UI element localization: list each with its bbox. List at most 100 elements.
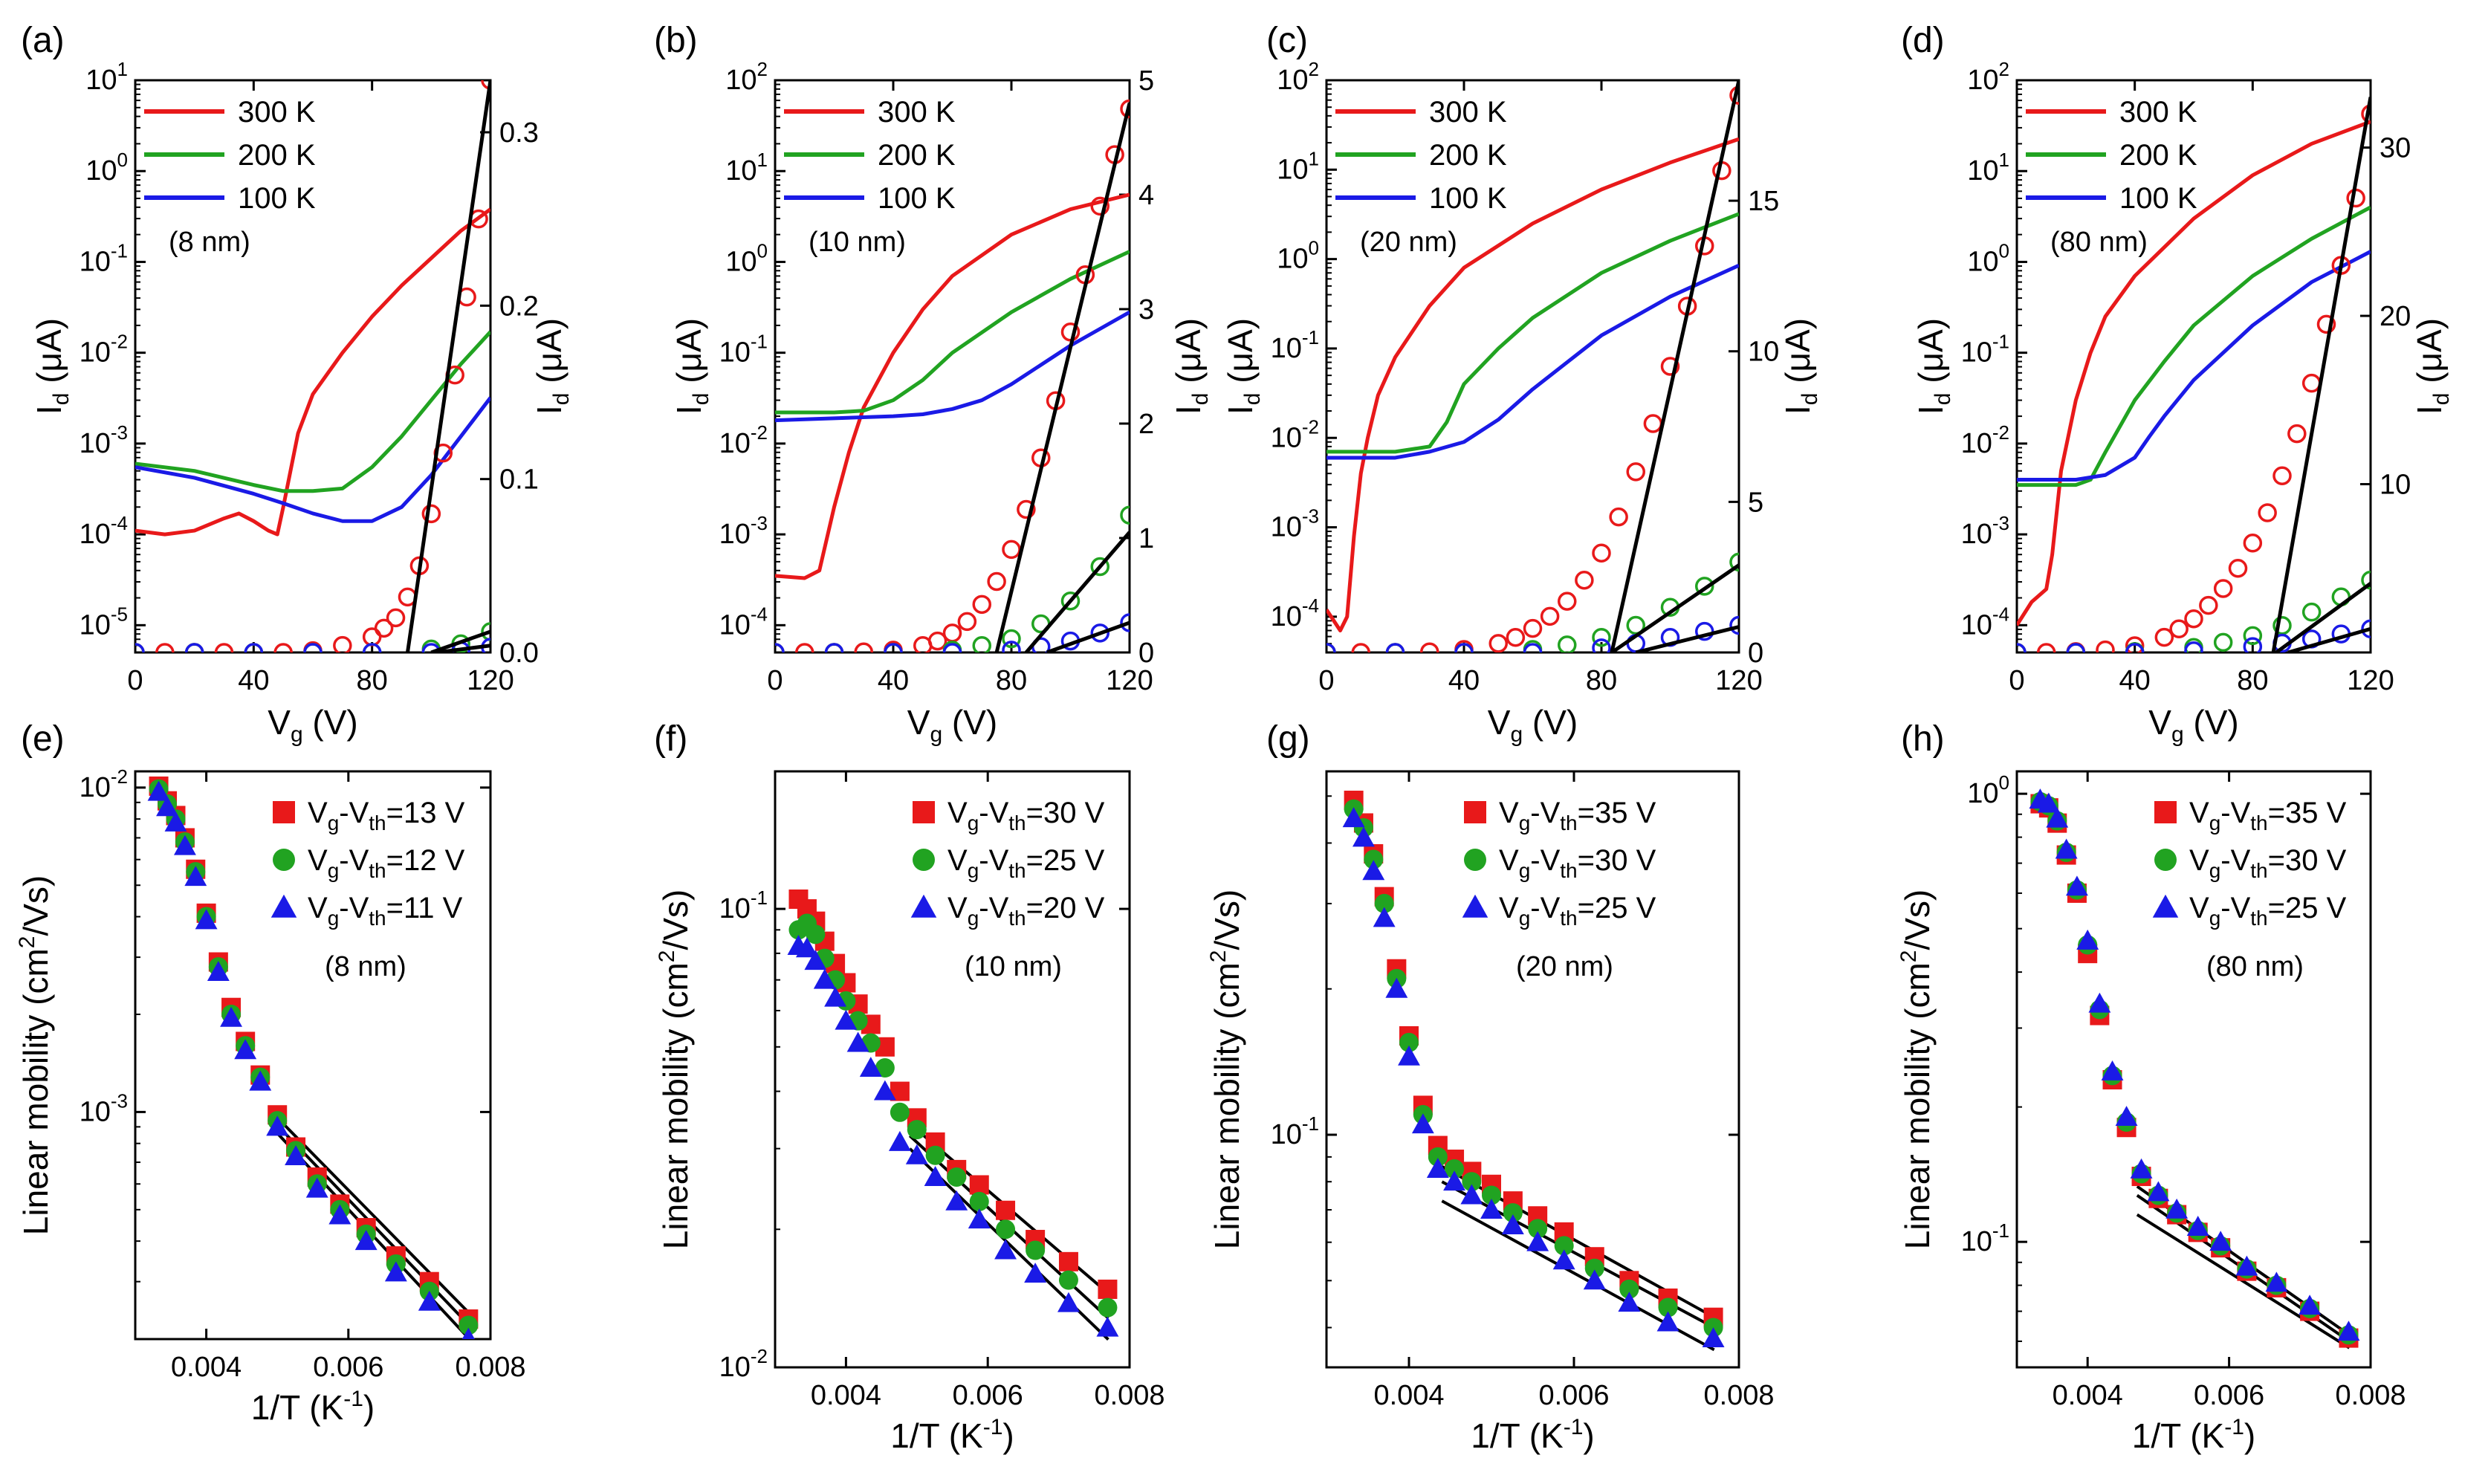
y2-tick-label: 15 xyxy=(1748,186,1779,217)
linear-data-point xyxy=(1660,357,1680,376)
data-point-triangle xyxy=(1096,1316,1119,1337)
linear-data-point xyxy=(2154,627,2174,647)
panel-tag: (a) xyxy=(21,21,65,60)
y-tick-label: 10-1 xyxy=(719,331,768,369)
linear-data-point xyxy=(2272,466,2292,485)
y2-tick-label: 3 xyxy=(1138,294,1154,325)
data-point-triangle xyxy=(2209,1231,2232,1251)
plot-frame xyxy=(774,770,1131,1369)
x-axis-label: Vg (V) xyxy=(2148,703,2238,747)
plot-area xyxy=(2029,788,2360,1349)
y-tick-label: 10-2 xyxy=(719,421,768,459)
data-point-triangle xyxy=(147,780,170,801)
data-point-triangle xyxy=(835,1009,858,1030)
y-tick-label: 10-5 xyxy=(80,603,128,641)
linear-data-point xyxy=(2199,595,2218,615)
x-tick-label: 0.006 xyxy=(313,1352,383,1383)
linear-data-point xyxy=(1488,634,1508,652)
data-point-circle xyxy=(925,1145,945,1165)
y-tick-label: 10-4 xyxy=(1961,603,2009,641)
x-tick-label: 0.006 xyxy=(1538,1380,1609,1411)
x-tick-label: 0 xyxy=(127,665,143,696)
x-tick-label: 40 xyxy=(1448,665,1480,696)
linear-data-point xyxy=(1090,623,1109,643)
data-point-circle xyxy=(875,1058,895,1078)
x-tick-label: 120 xyxy=(2347,665,2394,696)
data-point-triangle xyxy=(328,1204,352,1225)
plot-frame xyxy=(134,770,492,1341)
legend-label: 200 K xyxy=(238,139,316,172)
y-axis-label: Id (μA) xyxy=(1911,318,1955,415)
data-point-triangle xyxy=(2037,792,2060,813)
plot-area xyxy=(147,776,479,1339)
data-point-triangle xyxy=(1480,1199,1503,1219)
linear-data-point xyxy=(2184,609,2203,629)
linear-fit-line xyxy=(2287,626,2371,652)
panel-e: (e) 0.004 0.006 0.008 10-3 10-2 Vg-Vth=13 V Vg-… xyxy=(15,719,526,1427)
data-point-triangle xyxy=(813,968,836,989)
data-point-circle xyxy=(996,1219,1016,1240)
data-point-circle xyxy=(890,1102,910,1122)
y-tick-label: 100 xyxy=(1967,771,2009,809)
x-tick-label: 120 xyxy=(467,665,514,696)
data-point-triangle xyxy=(1618,1292,1641,1312)
linear-fit-line xyxy=(1610,563,1739,652)
data-point-triangle xyxy=(2101,1060,2124,1080)
legend-label: 200 K xyxy=(2119,139,2197,172)
linear-data-point xyxy=(2258,503,2277,522)
linear-data-point xyxy=(374,618,394,638)
data-point-circle xyxy=(459,1315,479,1335)
y-tick-label: 10-1 xyxy=(80,239,128,277)
linear-fit-line xyxy=(436,644,490,652)
x-tick-label: 40 xyxy=(878,665,909,696)
linear-data-point xyxy=(1120,99,1130,119)
linear-data-point xyxy=(2272,616,2292,635)
panel-a: (a) 0 40 80 120 10-5 10-4 10-3 10-2 10-1 100 101 0.0… xyxy=(21,21,574,747)
data-point-triangle xyxy=(2065,875,2088,896)
linear-data-point xyxy=(244,643,264,652)
x-axis-label: 1/T (K-1) xyxy=(1471,1415,1594,1455)
panel-f: (f) 0.004 0.006 0.008 10-2 10-1 Vg-Vth=30 V Vg-… xyxy=(654,719,1165,1455)
series-line-300k xyxy=(1326,137,1739,633)
data-point-triangle xyxy=(418,1290,441,1311)
plot-frame xyxy=(1325,770,1740,1369)
legend-marker xyxy=(270,894,297,918)
data-point-circle xyxy=(1658,1297,1678,1318)
linear-data-point xyxy=(2066,643,2086,652)
linear-data-point xyxy=(2125,636,2145,652)
linear-data-point xyxy=(854,642,873,652)
legend-label: Vg-Vth=25 V xyxy=(2189,892,2347,930)
data-point-circle xyxy=(969,1191,989,1211)
linear-data-point xyxy=(2213,632,2233,652)
legend-marker xyxy=(273,801,295,823)
legend-label: Vg-Vth=12 V xyxy=(308,844,465,882)
data-point-square xyxy=(996,1200,1016,1220)
plot-area xyxy=(787,890,1119,1341)
series-line-100k xyxy=(775,310,1130,423)
legend-marker xyxy=(910,894,937,918)
series-line-200k xyxy=(2017,205,2371,487)
linear-data-point xyxy=(2184,641,2203,652)
legend-label: 300 K xyxy=(1429,96,1507,129)
linear-data-point xyxy=(1090,557,1109,577)
linear-data-point xyxy=(1729,85,1739,106)
fit-line xyxy=(276,1116,470,1315)
legend-label: 200 K xyxy=(1429,139,1507,172)
linear-data-point xyxy=(942,623,962,643)
thickness-label: (8 nm) xyxy=(325,951,406,982)
thickness-label: (10 nm) xyxy=(809,227,906,258)
data-point-triangle xyxy=(945,1190,968,1211)
series-line-200k xyxy=(1326,212,1739,454)
thickness-label: (20 nm) xyxy=(1360,227,1457,258)
data-point-circle xyxy=(1554,1236,1574,1256)
x-tick-label: 0.008 xyxy=(1703,1380,1774,1411)
data-point-triangle xyxy=(1426,1158,1449,1179)
x-tick-label: 40 xyxy=(238,665,269,696)
y2-axis-label: Id (μA) xyxy=(1778,318,1822,415)
legend-label: Vg-Vth=25 V xyxy=(1499,892,1656,930)
linear-fit-line xyxy=(405,80,490,652)
linear-data-point xyxy=(1643,414,1663,433)
panel-tag: (h) xyxy=(1901,719,1945,759)
data-point-circle xyxy=(1445,1159,1465,1179)
